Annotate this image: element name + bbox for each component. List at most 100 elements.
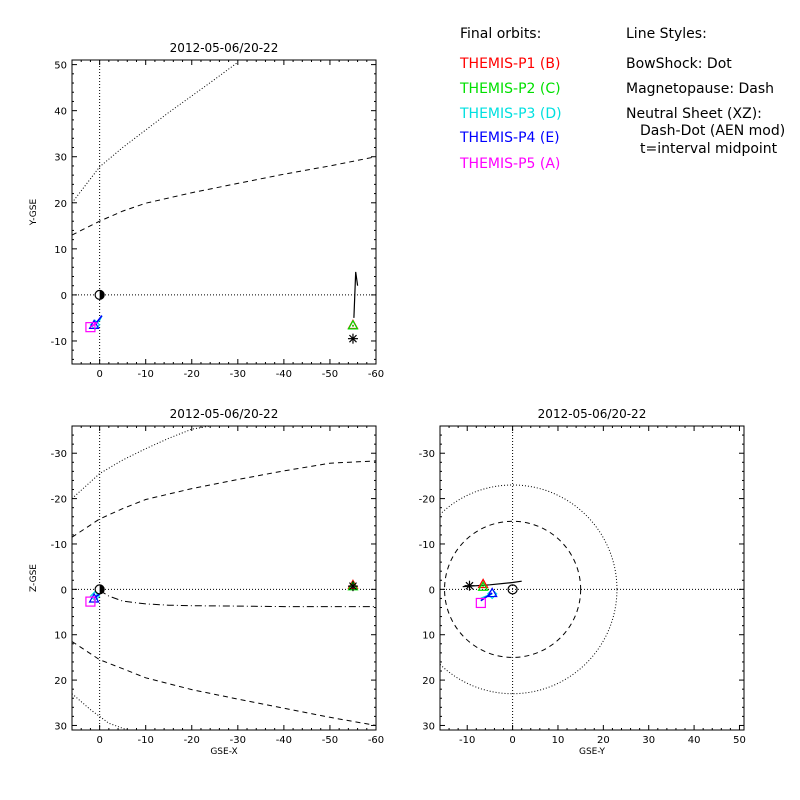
x-tick-label: 0	[96, 735, 102, 746]
bowshock-circle	[440, 484, 618, 695]
magnetopause-circle	[444, 520, 582, 658]
plot-area	[72, 426, 376, 730]
x-tick-label: -60	[368, 735, 384, 746]
magnetopause-line	[72, 641, 376, 726]
y-tick-label: -10	[51, 540, 67, 551]
star-marker	[464, 580, 475, 591]
plot-frame	[71, 425, 377, 731]
legend-probe-p5: THEMIS-P5 (A)	[460, 156, 561, 172]
earth-icon	[94, 289, 105, 301]
chart-title: 2012-05-06/20-22	[538, 407, 647, 421]
y-tick-label: 10	[422, 631, 435, 642]
neutral-sheet-line	[353, 271, 359, 318]
y-tick-label: -20	[419, 495, 435, 506]
probe-track-p4	[480, 592, 493, 602]
y-tick-label: 20	[54, 676, 67, 687]
x-axis-label: GSE-Y	[579, 747, 606, 757]
y-tick-label: 20	[422, 676, 435, 687]
x-tick-label: -30	[230, 735, 246, 746]
style-interval-midpoint: t=interval midpoint	[640, 141, 778, 157]
star-ray	[465, 581, 474, 590]
x-axis-label: GSE-X	[210, 747, 237, 757]
earth-icon	[94, 584, 105, 595]
chart-xz: 2012-05-06/20-22 0 -10 -20 -30 -40 -50 -60 -30 -2…	[29, 407, 384, 757]
legend-probe-p2: THEMIS-P2 (C)	[460, 81, 561, 97]
bowshock-line	[72, 426, 211, 499]
probe-marker-p4	[88, 592, 100, 603]
x-tick-label: -40	[276, 369, 292, 380]
y-tick-label: 20	[54, 199, 67, 210]
y-tick-label: -30	[51, 449, 67, 460]
y-tick-label: 0	[429, 585, 435, 596]
x-tick-label: -60	[368, 369, 384, 380]
y-tick-label: -10	[419, 540, 435, 551]
x-tick-label: -30	[230, 369, 246, 380]
final-orbits-title: Final orbits:	[460, 26, 542, 42]
probe-track-p5	[89, 321, 98, 328]
probe-marker-p5	[85, 322, 96, 333]
y-tick-label: 30	[422, 721, 435, 732]
style-bowshock: BowShock: Dot	[626, 56, 732, 72]
x-tick-label: 40	[688, 735, 701, 746]
style-magnetopause: Magnetopause: Dash	[626, 81, 775, 97]
x-tick-label: -10	[138, 369, 154, 380]
y-tick-label: 40	[54, 107, 67, 118]
neutral-sheet-line	[462, 580, 522, 588]
probe-marker-p5	[85, 596, 96, 607]
x-tick-label: 50	[733, 735, 746, 746]
y-tick-label: 10	[54, 245, 67, 256]
probe-marker-p2	[477, 580, 489, 591]
earth-circle	[507, 584, 518, 595]
y-tick-label: 10	[54, 631, 67, 642]
chart-title: 2012-05-06/20-22	[170, 407, 279, 421]
bowshock-line	[72, 61, 239, 204]
x-tick-label: 30	[642, 735, 655, 746]
earth-night-side	[99, 584, 105, 594]
x-tick-label: 10	[552, 735, 565, 746]
x-tick-label: 0	[96, 369, 102, 380]
y-tick-label: -30	[419, 449, 435, 460]
legend-probe-p3: THEMIS-P3 (D)	[460, 106, 562, 122]
bowshock-line	[72, 693, 128, 730]
x-tick-label: -50	[322, 369, 338, 380]
chart-title: 2012-05-06/20-22	[170, 41, 279, 55]
probe-marker-p1	[477, 578, 489, 589]
earth-night-side	[99, 290, 105, 300]
x-tick-label: -40	[276, 735, 292, 746]
probe-marker-p2	[347, 319, 359, 330]
probe-marker-p3	[486, 588, 498, 600]
x-tick-label: -10	[138, 735, 154, 746]
legend-probe-p4: THEMIS-P4 (E)	[460, 130, 560, 146]
x-tick-label: -10	[459, 735, 475, 746]
y-axis-label: Y-GSE	[29, 199, 39, 227]
probe-marker-p4	[486, 587, 498, 598]
y-tick-label: 0	[61, 585, 67, 596]
earth-icon	[507, 584, 518, 595]
x-tick-label: -50	[322, 735, 338, 746]
plot-frame	[439, 425, 745, 731]
x-tick-label: 20	[597, 735, 610, 746]
y-tick-label: 50	[54, 61, 67, 72]
y-tick-label: -10	[51, 337, 67, 348]
line-styles-title: Line Styles:	[626, 26, 707, 42]
legend-probe-p1: THEMIS-P1 (B)	[460, 56, 561, 72]
x-tick-label: -20	[184, 735, 200, 746]
plot-area	[72, 60, 376, 364]
y-tick-label: 0	[61, 291, 67, 302]
magnetopause-line	[72, 156, 376, 236]
style-dash-dot: Dash-Dot (AEN mod)	[640, 123, 786, 139]
y-tick-label: -20	[51, 495, 67, 506]
plot-area	[440, 426, 744, 730]
chart-xy: 2012-05-06/20-22 0 -10 -20 -30 -40 -50 -60 -10 0 1…	[29, 41, 384, 380]
y-tick-label: 30	[54, 721, 67, 732]
probe-marker-p4	[88, 319, 100, 330]
x-tick-label: 0	[509, 735, 515, 746]
y-axis-label: Z-GSE	[29, 564, 39, 592]
probe-marker-p5	[475, 597, 486, 609]
star-marker	[347, 333, 358, 344]
x-tick-label: -20	[184, 369, 200, 380]
neutral-sheet-line	[99, 589, 376, 608]
chart-yz: 2012-05-06/20-22 -10 0 10 20 30 40 50 -30 -20 -10 0…	[419, 407, 746, 757]
star-marker	[347, 581, 358, 592]
